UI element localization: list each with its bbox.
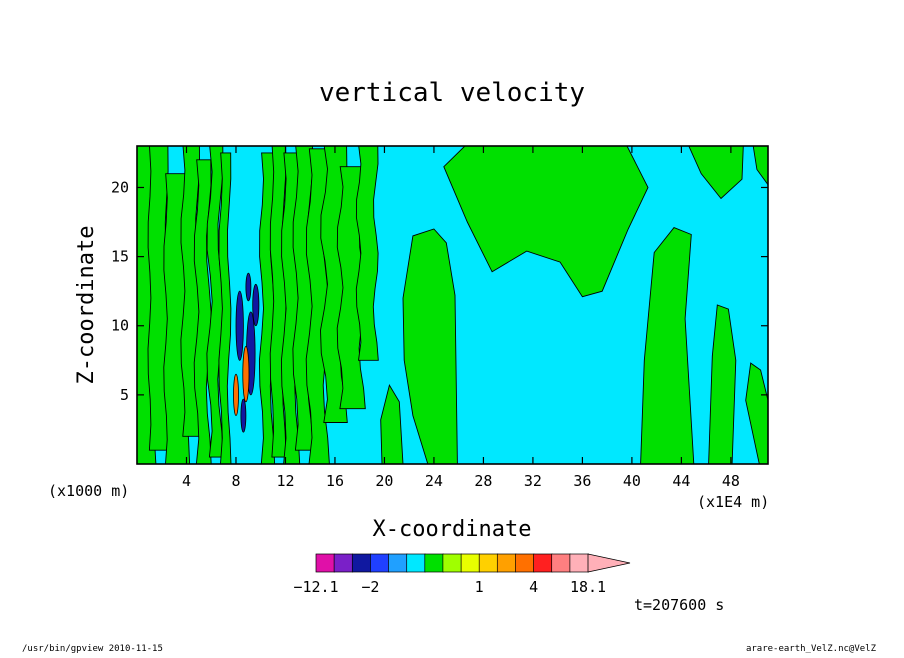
x-tick-label: 48 xyxy=(722,472,740,490)
x-tick-label: 8 xyxy=(231,472,240,490)
colorbar-swatch xyxy=(388,553,408,573)
x-tick-label: 24 xyxy=(425,472,443,490)
positive-band xyxy=(355,146,379,361)
positive-region xyxy=(640,227,695,464)
colorbar-label: 4 xyxy=(529,578,538,596)
colorbar-swatch xyxy=(569,553,589,573)
colorbar-swatch xyxy=(424,553,444,573)
velocity-core xyxy=(252,283,260,327)
positive-region xyxy=(402,228,458,464)
colorbar-swatch xyxy=(551,553,571,573)
velocity-field xyxy=(137,146,768,464)
x-scale-note: (x1000 m) xyxy=(48,482,129,500)
x-tick-label: 40 xyxy=(623,472,641,490)
colorbar-swatch xyxy=(406,553,426,573)
plot-frame xyxy=(136,145,769,465)
colorbar-swatch xyxy=(333,553,354,573)
positive-region xyxy=(380,384,404,464)
colorbar-swatch xyxy=(478,553,499,573)
colorbar-label: −2 xyxy=(361,578,379,596)
time-annotation: t=207600 s xyxy=(634,596,724,614)
colorbar-label: −12.1 xyxy=(293,578,338,596)
y-axis-label: Z-coordinate xyxy=(74,226,99,385)
colorbar-swatch xyxy=(442,553,462,573)
velocity-core xyxy=(240,398,247,433)
colorbar-label: 18.1 xyxy=(570,578,606,596)
velocity-core xyxy=(245,272,252,302)
footer-left: /usr/bin/gpview 2010-11-15 xyxy=(22,644,163,654)
positive-region xyxy=(708,304,737,464)
velocity-core xyxy=(235,290,244,361)
x-tick-label: 12 xyxy=(276,472,294,490)
colorbar: −12.1 −2 1 4 18.1 xyxy=(293,553,631,596)
x-tick-label: 36 xyxy=(573,472,591,490)
colorbar-swatch xyxy=(460,553,481,573)
y-tick-label: 5 xyxy=(120,386,129,404)
footer-right: arare-earth_VelZ.nc@VelZ xyxy=(746,644,877,654)
x-tick-label: 32 xyxy=(524,472,542,490)
colorbar-labels: −12.1 −2 1 4 18.1 xyxy=(293,578,606,596)
colorbar-swatch xyxy=(496,553,517,573)
x-range-note: (x1E4 m) xyxy=(697,493,769,511)
velocity-core xyxy=(242,345,250,403)
y-tick-label: 20 xyxy=(111,178,129,196)
colorbar-swatch xyxy=(533,553,553,573)
colorbar-swatch xyxy=(315,553,335,573)
x-tick-label: 44 xyxy=(672,472,690,490)
positive-region xyxy=(745,362,768,464)
colorbar-swatches xyxy=(315,553,631,573)
colorbar-swatch xyxy=(351,553,372,573)
x-tick-label: 20 xyxy=(375,472,393,490)
colorbar-extend-arrow xyxy=(587,553,631,573)
positive-band xyxy=(206,146,224,458)
x-tick-label: 28 xyxy=(474,472,492,490)
x-tick-label: 16 xyxy=(326,472,344,490)
positive-band xyxy=(218,152,232,464)
positive-region xyxy=(688,146,744,200)
colorbar-label: 1 xyxy=(475,578,484,596)
y-tick-label: 10 xyxy=(111,317,129,335)
x-tick-label: 4 xyxy=(182,472,191,490)
colorbar-swatch xyxy=(370,553,390,573)
positive-region xyxy=(443,146,649,298)
chart-title: vertical velocity xyxy=(319,78,585,108)
velocity-core xyxy=(233,373,239,416)
x-axis-ticks: 4 8 12 16 20 24 28 32 36 40 44 48 xyxy=(182,146,740,490)
x-axis-label: X-coordinate xyxy=(373,517,532,542)
y-axis-ticks: 5 10 15 20 xyxy=(111,178,768,404)
colorbar-swatch xyxy=(515,553,535,573)
positive-region xyxy=(752,146,768,186)
y-tick-label: 15 xyxy=(111,248,129,266)
